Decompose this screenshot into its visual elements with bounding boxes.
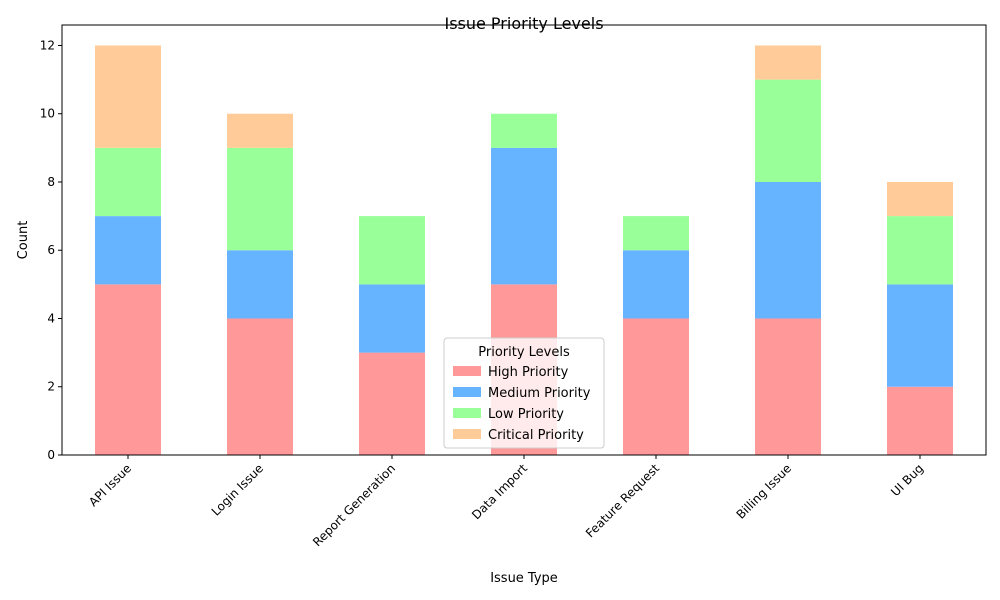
bar-segment-low-priority-ui-bug xyxy=(887,216,953,285)
legend-title: Priority Levels xyxy=(478,345,570,360)
bar-segment-critical-priority-billing-issue xyxy=(755,45,821,80)
bar-segment-low-priority-data-import xyxy=(491,113,557,148)
y-tick-label: 0 xyxy=(47,448,55,462)
x-tick-label: UI Bug xyxy=(888,461,926,499)
legend-swatch xyxy=(453,387,481,397)
x-tick-label: Billing Issue xyxy=(734,461,795,522)
bar-segment-low-priority-feature-request xyxy=(623,216,689,251)
bar-segment-low-priority-login-issue xyxy=(227,147,293,251)
bar-segment-medium-priority-api-issue xyxy=(95,216,161,285)
y-tick-label: 12 xyxy=(40,38,55,52)
bar-segment-low-priority-api-issue xyxy=(95,147,161,217)
y-tick-label: 2 xyxy=(47,380,55,394)
bar-segment-high-priority-billing-issue xyxy=(755,318,821,455)
legend-swatch xyxy=(453,408,481,418)
chart-title: Issue Priority Levels xyxy=(444,14,603,33)
bar-segment-medium-priority-login-issue xyxy=(227,250,293,319)
x-tick-label: Data Import xyxy=(469,461,530,522)
legend-box xyxy=(443,337,605,449)
x-axis-label: Issue Type xyxy=(490,571,558,586)
legend: Priority Levels High Priority Medium Prio… xyxy=(443,337,605,449)
x-tick-label: Login Issue xyxy=(209,461,266,518)
legend-swatch xyxy=(453,366,481,376)
bar-segment-high-priority-feature-request xyxy=(623,318,689,455)
y-axis-label: Count xyxy=(16,221,31,260)
bar-segment-critical-priority-login-issue xyxy=(227,113,293,148)
legend-label: Critical Priority xyxy=(488,428,584,443)
bar-segment-low-priority-billing-issue xyxy=(755,79,821,182)
bar-segment-high-priority-login-issue xyxy=(227,318,293,455)
y-axis-ticks: 0 2 4 6 8 10 12 xyxy=(40,38,62,462)
y-tick-label: 8 xyxy=(47,175,55,189)
bar-segment-high-priority-ui-bug xyxy=(887,386,953,455)
legend-label: Low Priority xyxy=(488,407,564,422)
bar-segment-low-priority-report-generation xyxy=(359,216,425,285)
y-tick-label: 10 xyxy=(40,107,55,121)
x-axis-ticks: API Issue Login Issue Report Generation Dat… xyxy=(86,455,926,549)
bar-segment-medium-priority-billing-issue xyxy=(755,181,821,319)
bar-segment-medium-priority-ui-bug xyxy=(887,284,953,387)
bar-segment-high-priority-api-issue xyxy=(95,284,161,455)
x-tick-label: API Issue xyxy=(86,461,134,509)
bar-segment-critical-priority-ui-bug xyxy=(887,181,953,217)
bar-segment-critical-priority-api-issue xyxy=(95,45,161,148)
bars-layer xyxy=(95,45,953,455)
legend-label: High Priority xyxy=(488,365,569,380)
legend-label: Medium Priority xyxy=(488,386,591,401)
bar-segment-medium-priority-data-import xyxy=(491,147,557,285)
y-tick-label: 4 xyxy=(47,311,55,325)
x-tick-label: Feature Request xyxy=(583,461,662,540)
bar-segment-high-priority-report-generation xyxy=(359,352,425,455)
legend-entries: High Priority Medium Priority Low Priority… xyxy=(453,365,591,443)
bar-segment-medium-priority-report-generation xyxy=(359,284,425,353)
bar-segment-medium-priority-feature-request xyxy=(623,250,689,319)
x-tick-label: Report Generation xyxy=(310,461,398,549)
y-tick-label: 6 xyxy=(47,243,55,257)
legend-swatch xyxy=(453,429,481,439)
